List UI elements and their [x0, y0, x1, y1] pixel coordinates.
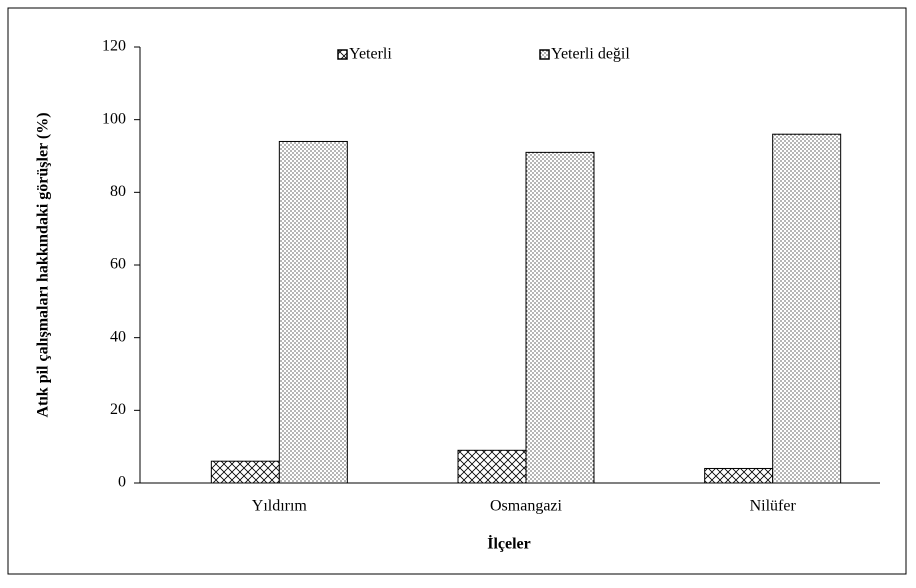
bar: [772, 133, 842, 484]
frame: [7, 7, 907, 575]
y-tick-label: 40: [110, 328, 126, 345]
bar: [278, 140, 348, 484]
y-tick-label: 20: [110, 401, 126, 418]
y-tick-label: 100: [102, 110, 126, 127]
legend-swatch: [337, 49, 348, 60]
y-tick-label: 80: [110, 183, 126, 200]
bar: [704, 467, 774, 484]
y-tick-label: 0: [118, 474, 126, 491]
x-tick-label: Yıldırım: [252, 498, 308, 515]
y-axis-title: Atık pil çalışmaları hakkındaki görüşler…: [35, 112, 52, 417]
legend-label: Yeterli değil: [551, 46, 630, 63]
x-axis-title: İlçeler: [487, 534, 531, 553]
bar: [210, 460, 280, 484]
bar: [457, 449, 527, 484]
x-tick-label: Nilüfer: [750, 498, 797, 515]
bar: [525, 151, 595, 484]
legend-swatch: [539, 49, 550, 60]
legend-label: Yeterli: [349, 46, 392, 63]
y-tick-label: 120: [102, 38, 126, 55]
y-tick-label: 60: [110, 256, 126, 273]
x-tick-label: Osmangazi: [490, 498, 563, 515]
